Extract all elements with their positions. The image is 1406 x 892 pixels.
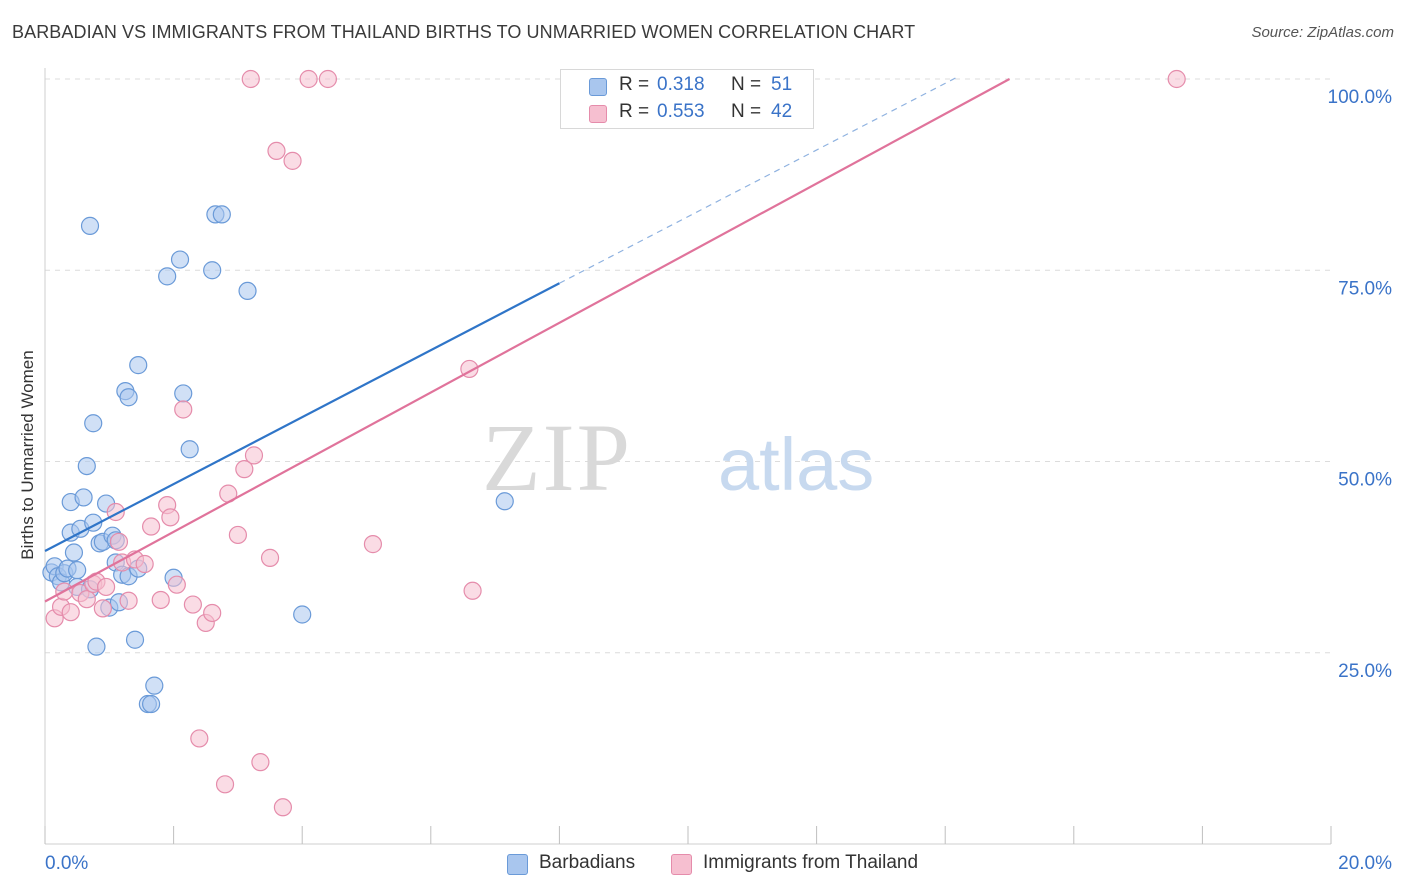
point-barbadians xyxy=(141,694,161,714)
point-thailand xyxy=(109,532,129,551)
point-barbadians xyxy=(80,216,100,235)
legend-swatch-blue xyxy=(507,854,528,875)
legend-swatch-pink xyxy=(589,105,607,123)
legend-r-label: R = xyxy=(619,101,650,122)
y-tick-label: 50.0% xyxy=(1338,470,1392,491)
y-axis-title: Births to Unmarried Women xyxy=(18,350,37,560)
point-thailand xyxy=(119,591,138,610)
legend-n-value: 42 xyxy=(771,101,793,122)
point-thailand xyxy=(77,590,96,609)
point-barbadians xyxy=(203,261,222,280)
point-thailand xyxy=(96,577,116,597)
series-legend: Barbadians Immigrants from Thailand xyxy=(0,851,1406,877)
watermark: ZIP atlas xyxy=(482,404,874,511)
point-barbadians xyxy=(119,388,138,407)
point-barbadians xyxy=(84,414,103,433)
y-tick-label: 100.0% xyxy=(1328,87,1393,108)
legend-row-barbadians: R = 0.318 N = 51 xyxy=(561,74,813,100)
legend-label-thailand: Immigrants from Thailand xyxy=(703,852,919,873)
point-thailand xyxy=(215,775,235,794)
legend-r-value: 0.553 xyxy=(657,101,705,122)
point-thailand xyxy=(463,581,482,600)
point-thailand xyxy=(251,753,270,772)
legend-r-value: 0.318 xyxy=(657,74,705,95)
grid-layer xyxy=(45,78,1331,654)
point-barbadians xyxy=(495,492,514,511)
point-barbadians xyxy=(125,630,145,649)
axis-layer: 25.0% 50.0% 75.0% 100.0% 0.0% 20.0% xyxy=(44,68,1393,874)
legend-label-barbadians: Barbadians xyxy=(539,852,636,873)
point-thailand xyxy=(228,525,247,545)
point-barbadians xyxy=(87,637,106,656)
legend-swatch-blue xyxy=(589,78,607,96)
point-thailand xyxy=(235,460,254,479)
trendline-barbadians-extension xyxy=(559,76,959,284)
point-thailand xyxy=(260,548,280,567)
legend-n-value: 51 xyxy=(771,74,793,95)
watermark-atlas: atlas xyxy=(718,423,874,506)
point-thailand xyxy=(93,599,112,618)
legend-n-label: N = xyxy=(731,101,762,122)
point-thailand xyxy=(61,603,80,622)
trendline-thailand xyxy=(44,78,1011,603)
point-thailand xyxy=(363,535,383,554)
legend-n-label: N = xyxy=(731,74,762,95)
point-thailand xyxy=(161,508,180,527)
point-thailand xyxy=(1167,69,1186,89)
point-barbadians xyxy=(74,488,93,507)
point-thailand xyxy=(244,446,264,465)
legend-r-label: R = xyxy=(619,74,650,95)
point-thailand xyxy=(273,798,293,817)
point-barbadians xyxy=(145,676,164,695)
point-thailand xyxy=(174,400,193,419)
point-barbadians xyxy=(158,267,177,286)
point-barbadians xyxy=(180,440,199,459)
point-barbadians xyxy=(77,456,96,476)
point-thailand xyxy=(203,603,222,623)
point-thailand xyxy=(167,575,186,594)
points-layer xyxy=(42,69,1186,817)
y-tick-label: 25.0% xyxy=(1338,661,1392,682)
point-thailand xyxy=(299,69,318,89)
point-thailand xyxy=(318,69,338,89)
point-barbadians xyxy=(64,543,84,562)
x-tick-label: 0.0% xyxy=(45,853,88,874)
point-thailand xyxy=(283,151,302,170)
point-barbadians xyxy=(212,205,231,224)
point-thailand xyxy=(241,69,260,89)
source-label: Source: ZipAtlas.com xyxy=(1251,24,1394,41)
correlation-legend: R = 0.318 N = 51 R = 0.553 N = 42 xyxy=(560,69,814,129)
point-barbadians xyxy=(68,561,87,580)
point-barbadians xyxy=(238,281,257,301)
trendline-barbadians xyxy=(44,282,560,552)
trend-layer xyxy=(44,76,1011,603)
point-thailand xyxy=(151,590,170,610)
point-barbadians xyxy=(293,605,312,624)
legend-row-thailand: R = 0.553 N = 42 xyxy=(561,101,813,127)
legend-swatch-pink xyxy=(671,854,692,875)
point-barbadians xyxy=(174,384,193,403)
point-thailand xyxy=(190,729,209,748)
point-barbadians xyxy=(170,250,190,269)
point-thailand xyxy=(135,554,154,574)
point-thailand xyxy=(141,517,161,536)
x-tick-label: 20.0% xyxy=(1338,853,1392,874)
point-barbadians xyxy=(129,356,148,375)
point-thailand xyxy=(183,595,202,614)
y-tick-label: 75.0% xyxy=(1338,278,1392,299)
point-thailand xyxy=(267,141,286,161)
chart-title: BARBADIAN VS IMMIGRANTS FROM THAILAND BI… xyxy=(12,22,916,42)
